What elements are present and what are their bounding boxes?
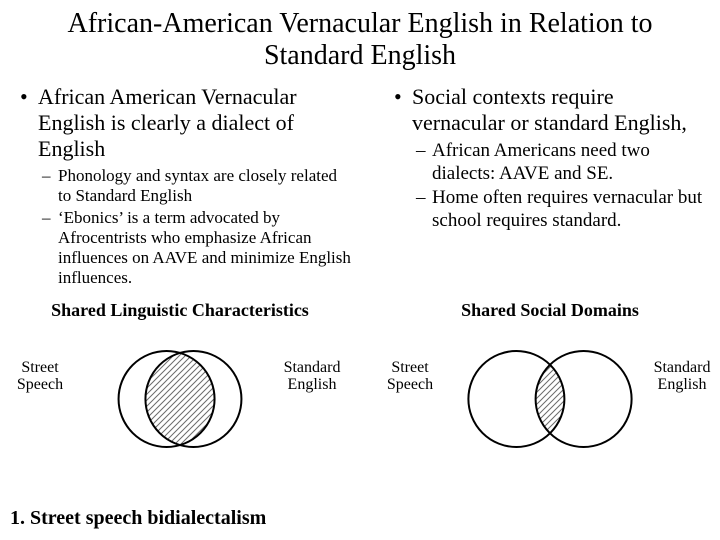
venn-left-label-right: StandardEnglish [272, 360, 352, 394]
right-sub-1: Home often requires vernacular but schoo… [412, 187, 704, 232]
right-bullet-text: Social contexts require vernacular or st… [412, 84, 687, 135]
left-sub-1: ‘Ebonics’ is a term advocated by Afrocen… [38, 208, 354, 288]
venn-right-label-left: StreetSpeech [380, 360, 440, 394]
right-bullet: Social contexts require vernacular or st… [390, 84, 704, 232]
diagrams-row: Shared Linguistic Characteristics Street… [0, 300, 720, 510]
venn-right-label-right: StandardEnglish [642, 360, 720, 394]
left-bullet: African American Vernacular English is c… [16, 84, 354, 288]
venn-left-label-left: StreetSpeech [10, 360, 70, 394]
left-bullet-text: African American Vernacular English is c… [38, 84, 297, 161]
left-sub-0: Phonology and syntax are closely related… [38, 166, 354, 206]
right-sub-0: African Americans need two dialects: AAV… [412, 140, 704, 185]
page-title: African-American Vernacular English in R… [0, 0, 720, 84]
venn-left-title: Shared Linguistic Characteristics [10, 300, 350, 321]
venn-left-block: Shared Linguistic Characteristics Street… [10, 300, 350, 471]
venn-right-block: Shared Social Domains StreetSpeech Stand… [380, 300, 720, 471]
venn-right-svg [380, 321, 720, 471]
footer-caption: 1. Street speech bidialectalism [10, 507, 266, 530]
venn-right-title: Shared Social Domains [380, 300, 720, 321]
content-columns: African American Vernacular English is c… [0, 84, 720, 292]
venn-left-svg [10, 321, 350, 471]
right-column: Social contexts require vernacular or st… [360, 84, 710, 292]
left-column: African American Vernacular English is c… [10, 84, 360, 292]
